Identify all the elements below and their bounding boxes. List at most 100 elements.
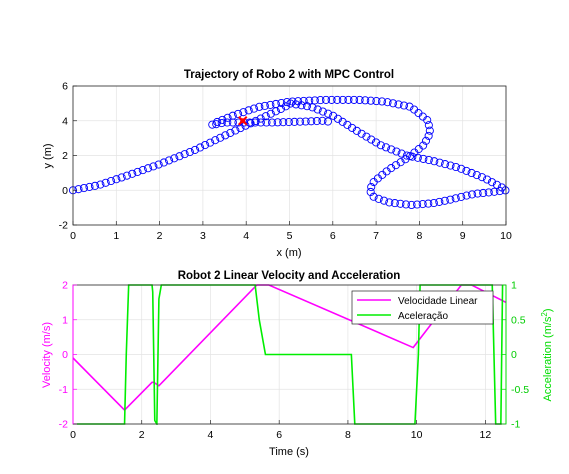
trajectory-point [435, 158, 444, 167]
trajectory-point [246, 119, 255, 128]
trajectory-point [401, 200, 411, 209]
trajectory-point [451, 162, 460, 172]
y-tick-label: 2 [62, 150, 68, 162]
trajectory-point [472, 171, 481, 180]
trajectory-point [268, 118, 277, 127]
trajectory-point [260, 101, 269, 110]
trajectory-point [301, 117, 310, 126]
trajectory-point [462, 166, 471, 175]
x-tick-label: 2 [139, 429, 145, 441]
trajectory-point [266, 109, 275, 118]
trajectory-point [457, 192, 466, 201]
trajectory-point [407, 200, 416, 210]
x-tick-label: 8 [345, 429, 351, 441]
trajectory-point [369, 192, 378, 201]
legend-velocity-label: Velocidade Linear [398, 296, 478, 307]
trajectory-point [236, 124, 245, 133]
trajectory-point [383, 98, 392, 107]
trajectory-point [299, 96, 308, 105]
trajectory-point [355, 95, 364, 105]
trajectory-point [228, 118, 237, 127]
trajectory-point [374, 194, 383, 203]
trajectory-point [394, 100, 403, 109]
left-y-tick-label: 2 [62, 280, 68, 292]
trajectory-point [399, 101, 409, 110]
trajectory-point [212, 120, 221, 129]
trajectory-point [397, 149, 406, 158]
trajectory-chart: Trajectory of Robo 2 with MPC Control 0 1… [42, 69, 512, 259]
trajectory-point [170, 154, 179, 163]
trajectory-point [361, 96, 370, 105]
trajectory-point [435, 197, 444, 206]
x-tick-label: 0 [70, 429, 76, 441]
trajectory-point [413, 200, 422, 209]
x-tick-label: 12 [480, 429, 492, 441]
trajectory-point [402, 151, 411, 160]
velocity-x-label: Time (s) [269, 446, 309, 458]
velocity-chart: Robot 2 Linear Velocity and Acceleration… [41, 270, 554, 458]
trajectory-point [338, 95, 347, 104]
trajectory-point [349, 95, 359, 104]
velocity-left-y-label: Velocity (m/s) [41, 322, 53, 388]
acceleration-label-base: Acceleration (m/s [542, 316, 554, 401]
trajectory-point [251, 118, 260, 127]
x-tick-label: 6 [330, 230, 336, 242]
trajectory-point [271, 99, 280, 109]
acceleration-label-exponent: 2 [540, 312, 549, 317]
trajectory-point [239, 108, 248, 117]
trajectory-point [381, 143, 391, 152]
trajectory-point [138, 166, 147, 175]
x-tick-label: 0 [70, 230, 76, 242]
trajectory-point [245, 118, 254, 127]
trajectory-point [479, 188, 488, 198]
velocity-chart-title: Robot 2 Linear Velocity and Acceleration [178, 270, 401, 282]
trajectory-y-label: y (m) [42, 143, 54, 168]
x-tick-label: 1 [113, 230, 119, 242]
left-y-tick-label: -1 [59, 384, 68, 396]
x-tick-label: 6 [276, 429, 282, 441]
y-tick-label: 0 [62, 185, 68, 197]
trajectory-point [226, 128, 235, 137]
trajectory-point [371, 138, 381, 147]
trajectory-point [255, 102, 264, 111]
trajectory-point [149, 162, 158, 171]
trajectory-point [286, 99, 295, 108]
x-tick-label: 9 [460, 230, 466, 242]
trajectory-point [484, 188, 493, 197]
trajectory-point [376, 141, 385, 150]
trajectory-point [367, 182, 376, 192]
trajectory-point [96, 180, 105, 189]
x-tick-label: 2 [157, 230, 163, 242]
trajectory-point [165, 156, 174, 165]
trajectory-point [223, 118, 232, 127]
x-tick-label: 10 [500, 230, 512, 242]
trajectory-point [128, 169, 137, 178]
right-y-tick-label: -1 [511, 419, 520, 431]
trajectory-point [352, 126, 361, 135]
trajectory-point [424, 121, 433, 130]
trajectory-point [419, 154, 428, 163]
trajectory-point [85, 182, 94, 191]
trajectory-point [396, 158, 405, 167]
trajectory-point [273, 118, 282, 127]
trajectory-point [201, 141, 210, 150]
trajectory-point [234, 109, 243, 118]
trajectory-point [446, 161, 455, 170]
trajectory-point [282, 98, 291, 107]
trajectory-point [377, 97, 387, 106]
trajectory-point [343, 120, 352, 129]
trajectory-point [490, 187, 499, 196]
trajectory-point [333, 114, 342, 123]
trajectory-point [396, 199, 405, 208]
x-tick-label: 3 [200, 230, 206, 242]
trajectory-point [154, 160, 163, 169]
trajectory-point [185, 147, 194, 157]
trajectory-point [288, 97, 297, 106]
trajectory-point [425, 126, 434, 135]
trajectory-point [451, 194, 460, 203]
trajectory-point [318, 107, 327, 116]
trajectory-point [261, 112, 270, 121]
trajectory-point [367, 135, 376, 144]
trajectory-point [333, 95, 342, 104]
